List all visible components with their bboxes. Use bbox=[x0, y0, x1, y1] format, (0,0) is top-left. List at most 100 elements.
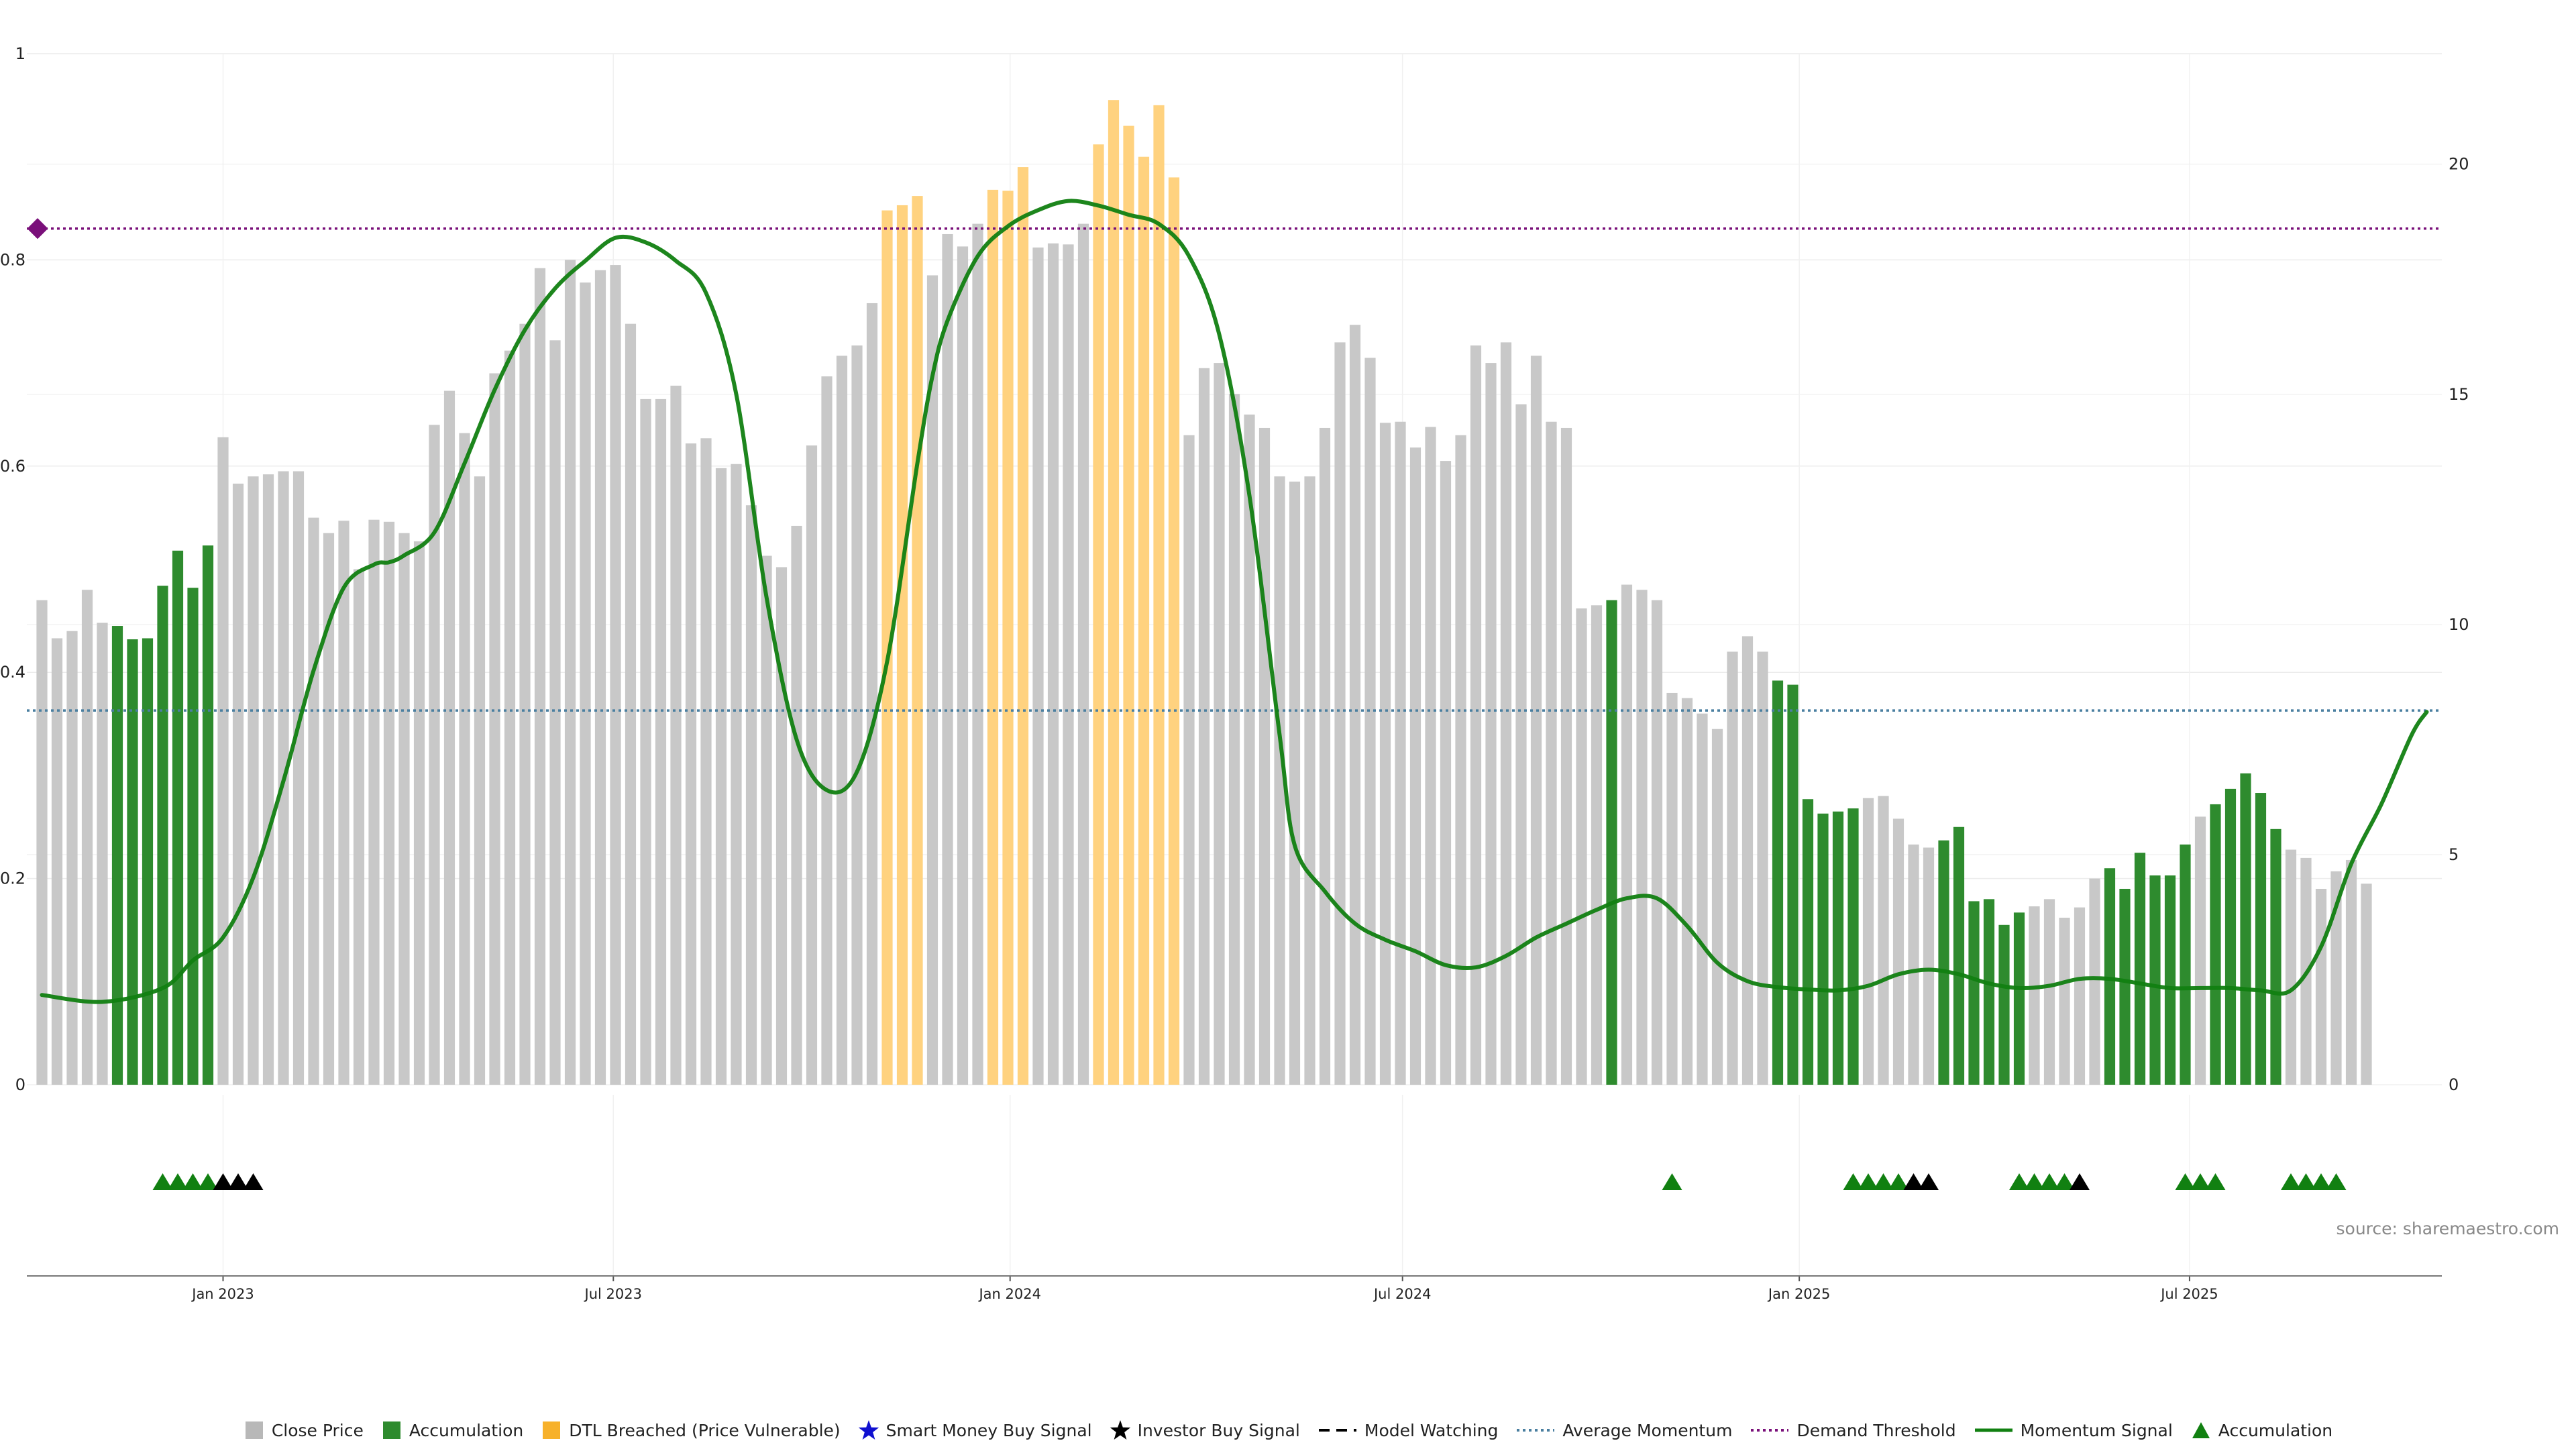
bar-accumulation bbox=[1817, 813, 1829, 1085]
bar-dtl-breached bbox=[1002, 191, 1014, 1085]
accumulation-signal-marker bbox=[2190, 1173, 2210, 1190]
bar-dtl-breached bbox=[1108, 100, 1120, 1085]
bar-close-price bbox=[1334, 342, 1346, 1085]
bar-close-price bbox=[1576, 608, 1587, 1085]
bar-close-price bbox=[851, 345, 863, 1085]
bar-close-price bbox=[2361, 883, 2372, 1085]
bar-close-price bbox=[670, 385, 682, 1085]
legend-swatch-dotted bbox=[1751, 1429, 1789, 1432]
bar-close-price bbox=[2043, 899, 2055, 1085]
x-tick-label: Jan 2025 bbox=[1767, 1286, 1831, 1302]
bar-close-price bbox=[443, 390, 455, 1085]
bar-close-price bbox=[625, 323, 637, 1085]
momentum-signal-line bbox=[40, 199, 2429, 1004]
bar-accumulation bbox=[1847, 808, 1859, 1085]
legend-swatch-dash bbox=[1318, 1429, 1356, 1432]
bar-close-price bbox=[1636, 590, 1648, 1085]
bar-close-price bbox=[1621, 584, 1633, 1085]
source-label: source: sharemaestro.com bbox=[2337, 1219, 2560, 1238]
bar-close-price bbox=[1289, 481, 1301, 1085]
bar-close-price bbox=[1319, 427, 1331, 1085]
bar-close-price bbox=[232, 483, 244, 1085]
accumulation-signal-marker bbox=[2009, 1173, 2029, 1190]
legend-swatch-square bbox=[245, 1421, 263, 1439]
y-right-tick-label: 10 bbox=[2449, 615, 2469, 634]
bar-close-price bbox=[836, 356, 848, 1085]
accumulation-signal-marker bbox=[1873, 1173, 1894, 1190]
legend-label: Average Momentum bbox=[1562, 1420, 1733, 1440]
bar-close-price bbox=[1697, 713, 1708, 1085]
bar-accumulation bbox=[2240, 773, 2251, 1085]
investor-buy-signal-marker bbox=[243, 1173, 264, 1190]
bar-close-price bbox=[308, 517, 319, 1085]
investor-buy-signal-marker bbox=[1903, 1173, 1924, 1190]
bar-close-price bbox=[36, 600, 48, 1085]
bar-close-price bbox=[610, 265, 621, 1085]
bar-accumulation bbox=[127, 639, 138, 1085]
bar-close-price bbox=[248, 476, 259, 1085]
legend-entry: Investor Buy Signal bbox=[1110, 1419, 1300, 1441]
legend-entry: DTL Breached (Price Vulnerable) bbox=[541, 1419, 841, 1441]
bar-accumulation bbox=[2270, 828, 2282, 1085]
legend-swatch-shape bbox=[1110, 1420, 1130, 1440]
legend-swatch-shape bbox=[858, 1420, 879, 1440]
bar-close-price bbox=[1440, 461, 1452, 1085]
investor-buy-signal-marker bbox=[213, 1173, 233, 1190]
bar-dtl-breached bbox=[1138, 156, 1150, 1085]
accumulation-signal-marker bbox=[152, 1173, 173, 1190]
bar-close-price bbox=[731, 464, 742, 1085]
bar-close-price bbox=[1908, 844, 1919, 1085]
bar-close-price bbox=[323, 533, 335, 1085]
accumulation-signal-marker bbox=[2175, 1173, 2196, 1190]
x-tick-label: Jul 2025 bbox=[2159, 1286, 2218, 1302]
bar-close-price bbox=[81, 590, 93, 1085]
reference-lines bbox=[27, 218, 2442, 712]
bar-accumulation bbox=[2255, 793, 2267, 1085]
accumulation-signal-marker bbox=[1843, 1173, 1864, 1190]
bar-close-price bbox=[1379, 423, 1391, 1085]
legend-entry: Accumulation bbox=[2190, 1419, 2332, 1441]
accumulation-signal-marker bbox=[1662, 1173, 1682, 1190]
bar-close-price bbox=[1892, 818, 1904, 1085]
bar-close-price bbox=[1409, 447, 1421, 1085]
bar-close-price bbox=[700, 438, 712, 1085]
bar-close-price bbox=[1681, 698, 1693, 1085]
legend-entry: Momentum Signal bbox=[1974, 1419, 2173, 1441]
legend-swatch-triangle bbox=[2192, 1422, 2210, 1438]
y-left-tick-label: 0.4 bbox=[0, 663, 25, 682]
bar-close-price bbox=[580, 282, 591, 1085]
accumulation-signal-marker bbox=[2326, 1173, 2347, 1190]
y-right-tick-label: 5 bbox=[2449, 845, 2459, 864]
bar-accumulation bbox=[2180, 844, 2191, 1085]
bar-close-price bbox=[51, 638, 63, 1085]
bar-accumulation bbox=[1606, 600, 1617, 1085]
bar-close-price bbox=[459, 433, 470, 1085]
legend-entry: Smart Money Buy Signal bbox=[858, 1419, 1092, 1441]
bar-close-price bbox=[262, 474, 274, 1085]
signal-markers bbox=[152, 1173, 2347, 1190]
bar-close-price bbox=[2345, 859, 2357, 1085]
bar-accumulation bbox=[202, 545, 214, 1085]
bar-close-price bbox=[1651, 600, 1663, 1085]
bar-accumulation bbox=[1802, 799, 1814, 1085]
bar-close-price bbox=[1077, 223, 1089, 1085]
bar-close-price bbox=[926, 275, 938, 1085]
accumulation-signal-marker bbox=[2281, 1173, 2301, 1190]
bar-close-price bbox=[1198, 368, 1210, 1085]
bar-close-price bbox=[1425, 427, 1436, 1085]
bar-close-price bbox=[821, 376, 833, 1085]
accumulation-signal-marker bbox=[2054, 1173, 2075, 1190]
accumulation-signal-marker bbox=[198, 1173, 218, 1190]
bar-accumulation bbox=[1968, 901, 1980, 1085]
bar-accumulation bbox=[1787, 684, 1799, 1085]
bar-close-price bbox=[745, 505, 757, 1085]
x-tick-label: Jan 2023 bbox=[191, 1286, 254, 1302]
legend-swatch-line bbox=[1974, 1428, 2012, 1432]
investor-buy-signal-marker bbox=[2070, 1173, 2090, 1190]
legend-label: Model Watching bbox=[1364, 1420, 1499, 1440]
bar-close-price bbox=[1666, 692, 1678, 1085]
bar-close-price bbox=[1063, 244, 1074, 1085]
bar-accumulation bbox=[2119, 888, 2131, 1085]
bar-dtl-breached bbox=[881, 210, 893, 1085]
